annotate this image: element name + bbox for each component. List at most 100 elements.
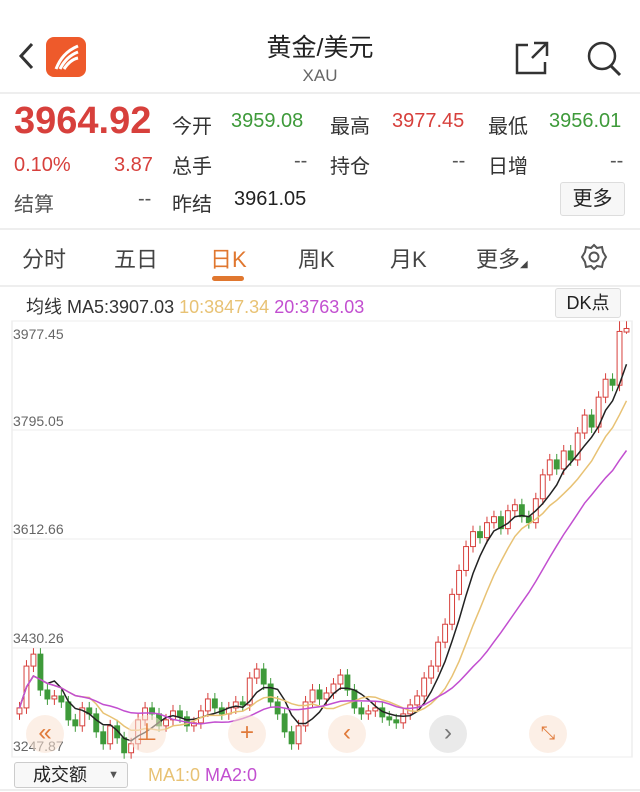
y-tick-label: 3612.66 (13, 521, 64, 537)
divider (0, 228, 640, 230)
share-icon[interactable] (514, 40, 550, 76)
candle-down (316, 689, 323, 700)
prev-settle-label: 昨结 (172, 194, 212, 216)
y-tick-label: 3795.05 (13, 413, 64, 429)
divider (0, 285, 640, 287)
ma10-value: 10:3847.34 (179, 297, 270, 317)
candle-down (344, 674, 351, 691)
active-tab-indicator (212, 276, 244, 281)
tab-more-label: 更多 (476, 247, 521, 272)
candle-down (497, 516, 504, 530)
candle-up (253, 668, 260, 679)
candle-down (477, 531, 483, 539)
candle-up (232, 701, 239, 709)
candle-up (421, 677, 428, 697)
tab-five-day[interactable]: 五日 (114, 247, 159, 272)
volume-indicator-select[interactable]: 成交额 ▼ (14, 762, 128, 788)
candle-down (260, 668, 267, 685)
candle-down (609, 378, 616, 386)
candle-down (100, 731, 107, 745)
candle-down (525, 516, 532, 524)
candle-up (463, 546, 469, 571)
volume-label: 总手 (172, 156, 212, 178)
tab-intraday[interactable]: 分时 (22, 247, 67, 272)
volume-ma2: MA2:0 (205, 765, 258, 785)
crosshair-bottom-icon[interactable]: ⊥ (128, 715, 166, 753)
candle-up (323, 692, 330, 700)
candle-up (546, 459, 553, 476)
volume-select-value: 成交额 (33, 765, 87, 785)
candle-up (246, 677, 253, 706)
y-tick-label: 3430.26 (13, 630, 64, 646)
daily-inc-value: -- (610, 150, 624, 172)
tab-more[interactable]: 更多◢ (476, 242, 528, 274)
candle-down (149, 707, 155, 715)
back-icon[interactable] (14, 38, 40, 74)
candle-down (121, 737, 128, 754)
candle-up (204, 698, 211, 712)
candle-up (428, 665, 435, 679)
settle-value: -- (138, 188, 152, 210)
volume-value: -- (294, 150, 308, 172)
change-value: 3.87 (114, 154, 153, 176)
ma20-line (18, 450, 628, 725)
chevron-right-icon[interactable]: › (429, 715, 467, 753)
candle-down (588, 414, 595, 428)
candle-up (504, 510, 511, 530)
tab-monthly-k[interactable]: 月K (390, 247, 427, 272)
dropdown-arrow-icon: ▼ (108, 769, 119, 781)
expand-icon[interactable]: ⤡ (529, 715, 567, 753)
app-logo (46, 37, 86, 77)
divider (0, 789, 640, 791)
y-tick-label: 3977.45 (13, 326, 64, 342)
candle-up (30, 653, 37, 667)
prev-settle-value: 3961.05 (234, 188, 307, 210)
tab-weekly-k[interactable]: 周K (298, 247, 335, 272)
daily-inc-label: 日增 (488, 156, 528, 178)
candle-down (65, 701, 72, 721)
volume-ma-legend: MA1:0 MA2:0 (148, 765, 257, 786)
candle-down (58, 695, 65, 703)
open-label: 今开 (172, 116, 212, 138)
dk-point-button[interactable]: DK点 (555, 288, 621, 318)
candle-up (623, 327, 630, 333)
low-value: 3956.01 (549, 110, 622, 132)
settle-label: 结算 (14, 194, 54, 216)
candle-up (51, 695, 58, 700)
candle-down (37, 653, 44, 691)
ma5-line (18, 364, 628, 742)
candle-down (72, 719, 79, 727)
candle-up (442, 623, 449, 643)
candle-up (337, 674, 344, 685)
candle-up (107, 725, 114, 745)
more-quote-button[interactable]: 更多 (560, 182, 625, 216)
candle-up (602, 378, 609, 398)
candle-down (281, 713, 288, 733)
candle-down (44, 689, 51, 700)
candle-up (302, 701, 309, 727)
position-label: 持仓 (330, 156, 370, 178)
tab-daily-k[interactable]: 日K (210, 247, 247, 272)
search-icon[interactable] (584, 38, 624, 78)
candle-down (288, 731, 295, 745)
position-value: -- (452, 150, 466, 172)
high-value: 3977.45 (392, 110, 465, 132)
candle-down (553, 459, 560, 470)
double-left-icon[interactable]: « (26, 715, 64, 753)
candle-up (295, 725, 302, 745)
volume-ma1: MA1:0 (148, 765, 201, 785)
candle-up (79, 707, 86, 727)
candle-up (539, 474, 546, 500)
candle-up (470, 531, 476, 548)
ma10-line (18, 400, 628, 732)
chevron-left-icon[interactable]: ‹ (328, 715, 366, 753)
candle-down (93, 713, 100, 733)
candle-down (351, 689, 358, 709)
settings-gear-icon[interactable] (580, 243, 608, 271)
candle-up (574, 432, 581, 461)
candle-up (435, 641, 442, 667)
candle-down (177, 710, 183, 718)
candle-up (560, 450, 567, 470)
plus-icon[interactable]: + (228, 715, 266, 753)
